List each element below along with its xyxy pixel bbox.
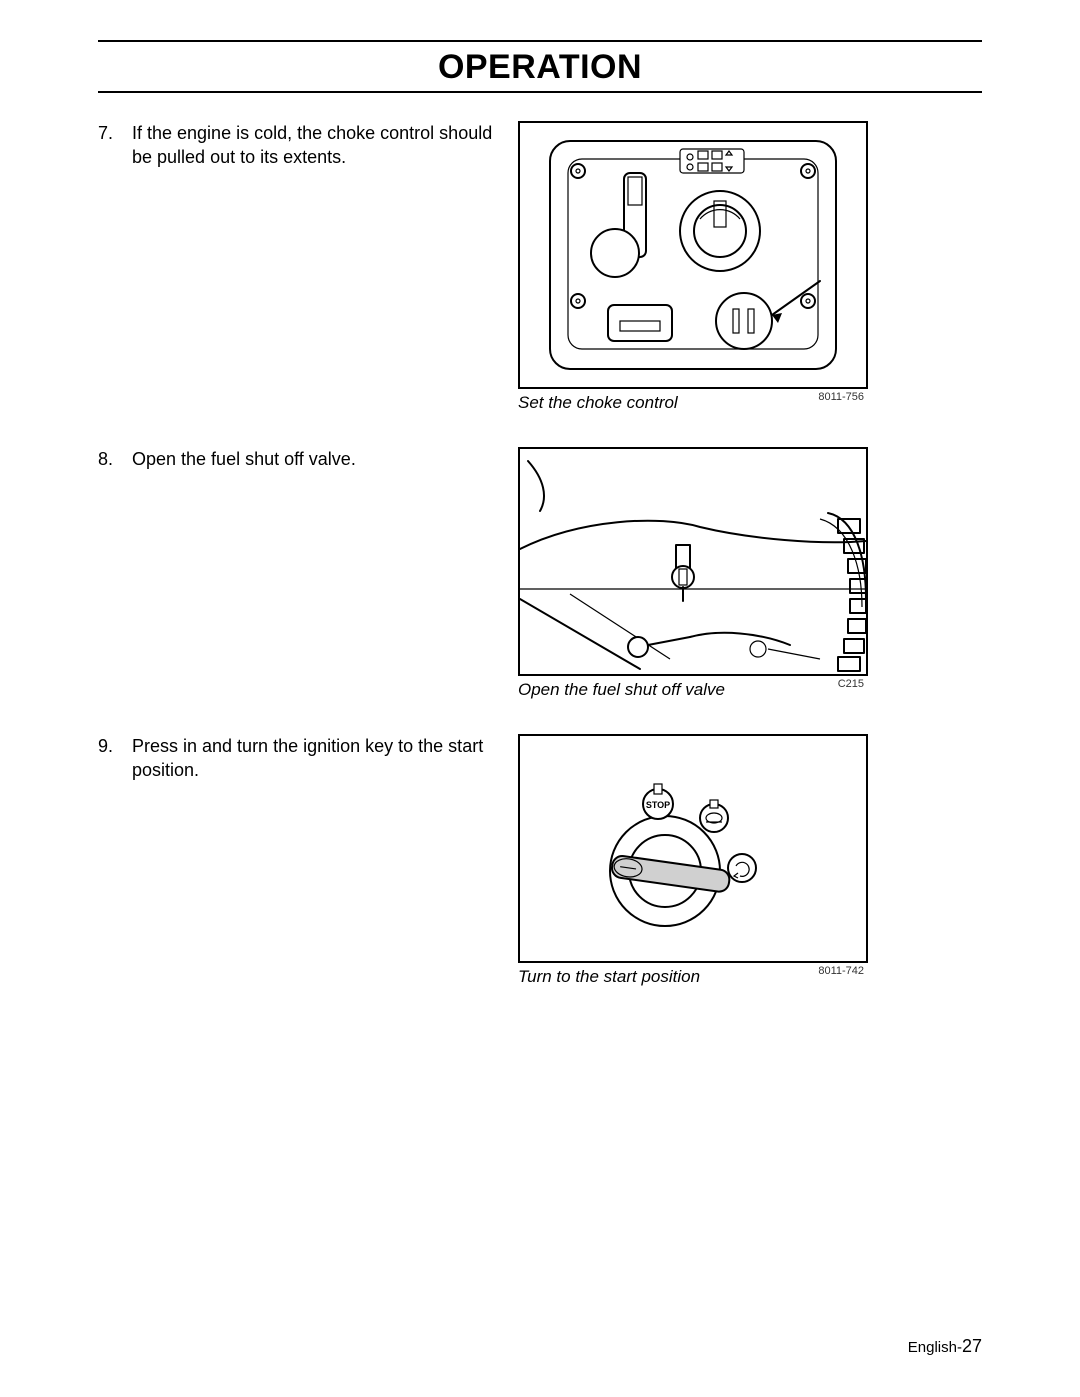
figure-id: C215 xyxy=(838,678,864,690)
step-text: Open the fuel shut off valve. xyxy=(132,447,356,471)
footer-lang: English- xyxy=(908,1339,962,1356)
figure-caption: Open the fuel shut off valve xyxy=(518,680,982,700)
page-footer: English-27 xyxy=(908,1336,982,1357)
step-number: 9. xyxy=(98,734,132,783)
figure-id: 8011-756 xyxy=(818,391,864,403)
figure-fuel-valve: C215 xyxy=(518,447,868,676)
step-number: 7. xyxy=(98,121,132,170)
step-row: 9. Press in and turn the ignition key to… xyxy=(98,734,982,987)
figure-id: 8011-742 xyxy=(818,965,864,977)
stop-label: STOP xyxy=(646,800,670,810)
page-title: OPERATION xyxy=(98,48,982,87)
figure-choke-control: 8011-756 xyxy=(518,121,868,389)
figure-ignition-key: STOP 8011-74 xyxy=(518,734,868,963)
step-row: 7. If the engine is cold, the choke cont… xyxy=(98,121,982,413)
step-text: Press in and turn the ignition key to th… xyxy=(132,734,498,783)
figure-caption: Turn to the start position xyxy=(518,967,982,987)
footer-page-number: 27 xyxy=(962,1336,982,1356)
step-number: 8. xyxy=(98,447,132,471)
figure-caption: Set the choke control xyxy=(518,393,982,413)
step-row: 8. Open the fuel shut off valve. xyxy=(98,447,982,700)
step-text: If the engine is cold, the choke control… xyxy=(132,121,498,170)
